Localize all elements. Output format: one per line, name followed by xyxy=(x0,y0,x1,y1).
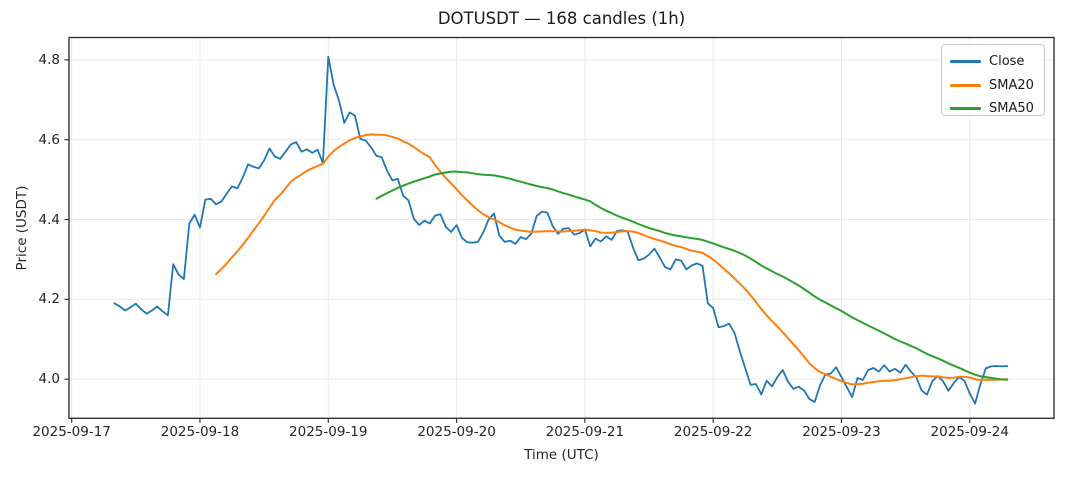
legend-item-close: Close xyxy=(942,50,1044,74)
legend-label-sma20: SMA20 xyxy=(989,77,1034,93)
sma50-line-swatch xyxy=(950,107,981,111)
x-tick-label: 2025-09-19 xyxy=(289,424,368,440)
legend-item-sma50: SMA50 xyxy=(942,97,1044,121)
plot-spines xyxy=(68,36,1055,419)
legend-label-sma50: SMA50 xyxy=(989,101,1034,117)
grid xyxy=(69,37,1054,419)
close-line-swatch xyxy=(950,60,981,64)
tick-marks xyxy=(64,59,971,423)
x-tick-label: 2025-09-18 xyxy=(160,424,240,440)
sma20-line-swatch xyxy=(950,83,981,87)
y-tick-label: 4.2 xyxy=(38,291,60,308)
x-tick-label: 2025-09-20 xyxy=(417,424,496,440)
x-tick-label: 2025-09-21 xyxy=(545,424,625,440)
legend: Close SMA20 SMA50 xyxy=(941,44,1045,116)
y-tick-label: 4.0 xyxy=(38,371,60,388)
chart-title: DOTUSDT — 168 candles (1h) xyxy=(437,9,686,28)
y-tick-label: 4.4 xyxy=(38,211,60,228)
legend-item-sma20: SMA20 xyxy=(942,74,1044,98)
x-tick-label: 2025-09-17 xyxy=(32,424,111,440)
x-axis-label: Time (UTC) xyxy=(524,447,599,463)
series-lines xyxy=(113,55,1009,405)
sma20-line xyxy=(215,133,1009,386)
sma50-line xyxy=(375,170,1009,381)
x-tick-label: 2025-09-24 xyxy=(930,424,1009,440)
y-tick-label: 4.6 xyxy=(38,131,60,148)
close-line xyxy=(113,55,1009,405)
y-tick-label: 4.8 xyxy=(38,51,60,68)
x-tick-label: 2025-09-23 xyxy=(802,424,881,440)
legend-label-close: Close xyxy=(989,54,1025,70)
x-tick-label: 2025-09-22 xyxy=(673,424,753,440)
